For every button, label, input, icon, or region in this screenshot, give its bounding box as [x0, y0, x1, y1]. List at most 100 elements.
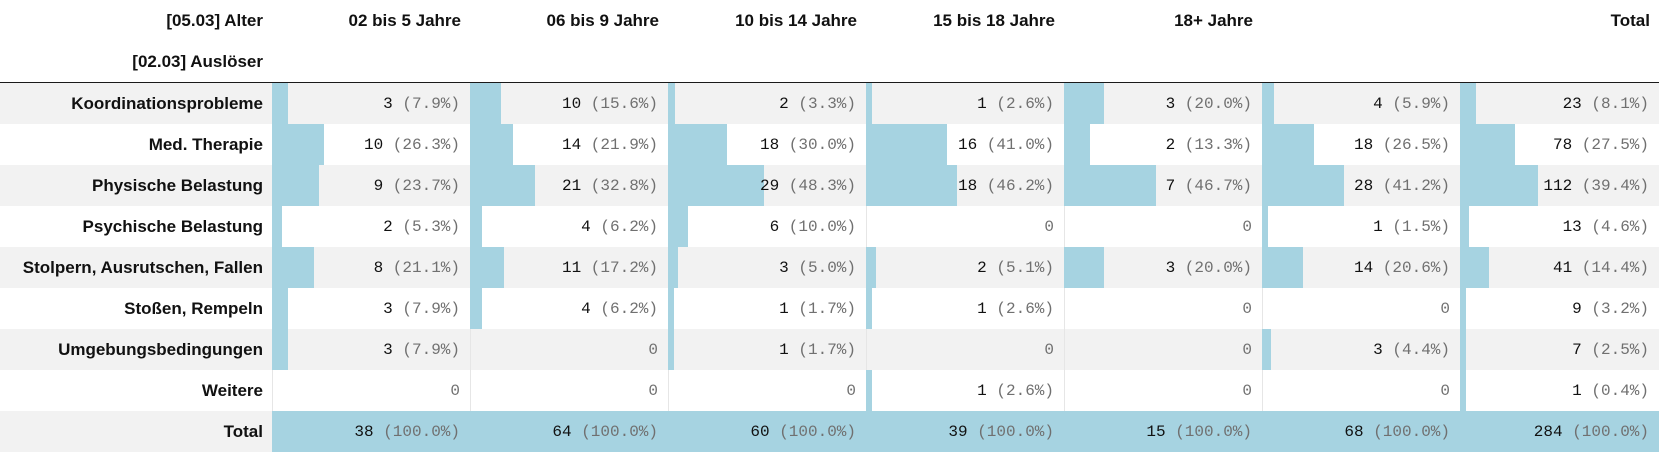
- cell-value: 2 (13.3%): [1166, 124, 1252, 165]
- header-blank: [272, 42, 470, 83]
- cell-percent-bar: [470, 83, 501, 124]
- cell-value: 2 (5.3%): [383, 206, 460, 247]
- cell-percent-bar: [668, 288, 674, 329]
- cell-percent: (2.5%): [1591, 340, 1649, 359]
- table-cell: 2 (5.1%): [866, 247, 1064, 288]
- cell-count: 3: [1165, 94, 1176, 113]
- table-cell: 1 (1.7%): [668, 329, 866, 370]
- cell-percent-bar: [1460, 83, 1477, 124]
- cell-percent: (5.9%): [1392, 94, 1450, 113]
- row-label: Psychische Belastung: [82, 216, 263, 236]
- table-cell: 1 (1.7%): [668, 288, 866, 329]
- cell-percent: (46.7%): [1184, 176, 1252, 195]
- cell-count: 11: [561, 258, 582, 277]
- cell-percent-bar: [1460, 329, 1466, 370]
- cell-percent-bar: [470, 288, 483, 329]
- cell-value: 11 (17.2%): [562, 247, 658, 288]
- table-row: Stoßen, Rempeln 3 (7.9%) 4 (6.2%) 1 (1.7%) 1…: [0, 288, 1659, 329]
- cell-value: 41 (14.4%): [1553, 247, 1649, 288]
- row-label: Physische Belastung: [0, 165, 272, 206]
- table-cell: 23 (8.1%): [1460, 82, 1659, 124]
- table-cell: 0: [272, 370, 470, 411]
- cell-value: 1 (1.7%): [779, 329, 856, 370]
- cell-count: 0: [648, 340, 658, 359]
- cell-value: 7 (46.7%): [1166, 165, 1252, 206]
- cell-value: 60 (100.0%): [750, 411, 856, 452]
- column-header: [1262, 0, 1460, 42]
- table-cell: 6 (10.0%): [668, 206, 866, 247]
- cell-count: 14: [561, 135, 582, 154]
- cell-percent: (1.7%): [798, 299, 856, 318]
- cell-value: 3 (7.9%): [383, 83, 460, 124]
- cell-percent: (13.3%): [1184, 135, 1252, 154]
- cell-count: 39: [948, 422, 968, 441]
- table-cell: 0: [1262, 288, 1460, 329]
- table-cell: 14 (21.9%): [470, 124, 668, 165]
- cell-percent: (7.9%): [402, 94, 460, 113]
- cell-percent-bar: [668, 124, 728, 165]
- cell-percent-bar: [1460, 370, 1466, 411]
- cell-count: 1: [977, 381, 987, 400]
- table-cell: 41 (14.4%): [1460, 247, 1659, 288]
- cell-value: 1 (1.5%): [1373, 206, 1450, 247]
- table-cell: 60 (100.0%): [668, 411, 866, 452]
- cell-count: 0: [1242, 299, 1252, 318]
- cell-percent-bar: [1064, 165, 1157, 206]
- cell-percent-bar: [272, 247, 314, 288]
- cell-count: 64: [552, 422, 572, 441]
- table-cell: 7 (2.5%): [1460, 329, 1659, 370]
- cell-value: 3 (7.9%): [383, 329, 460, 370]
- table-cell: 3 (5.0%): [668, 247, 866, 288]
- cell-percent: (20.6%): [1382, 258, 1450, 277]
- cell-value: 1 (2.6%): [977, 83, 1054, 124]
- cell-percent: (26.3%): [392, 135, 460, 154]
- table-cell: 1 (0.4%): [1460, 370, 1659, 411]
- cell-value: 38 (100.0%): [354, 411, 460, 452]
- cell-value: 4 (6.2%): [581, 288, 658, 329]
- table-cell: 0: [470, 329, 668, 370]
- table-cell: 16 (41.0%): [866, 124, 1064, 165]
- cell-percent: (5.0%): [798, 258, 856, 277]
- cell-count: 3: [383, 299, 393, 318]
- cell-count: 8: [373, 258, 384, 277]
- cell-divider: [1262, 288, 1263, 329]
- cell-percent: (7.9%): [402, 340, 460, 359]
- cell-percent: (100.0%): [977, 422, 1054, 441]
- cell-percent-bar: [1262, 247, 1303, 288]
- table-cell: 3 (20.0%): [1064, 82, 1262, 124]
- cell-count: 10: [561, 94, 582, 113]
- cell-value: 1 (2.6%): [977, 288, 1054, 329]
- table-cell: 8 (21.1%): [272, 247, 470, 288]
- cell-count: 3: [1165, 258, 1176, 277]
- table-cell: 3 (7.9%): [272, 288, 470, 329]
- table-cell: 9 (23.7%): [272, 165, 470, 206]
- cell-percent: (39.4%): [1581, 176, 1649, 195]
- cell-value: 0: [450, 370, 460, 411]
- table-cell: 1 (2.6%): [866, 370, 1064, 411]
- table-cell: 0: [1064, 206, 1262, 247]
- cell-count: 1: [977, 299, 987, 318]
- table-cell: 9 (3.2%): [1460, 288, 1659, 329]
- table-row: Physische Belastung 9 (23.7%) 21 (32.8%) 29…: [0, 165, 1659, 206]
- cell-percent: (100.0%): [1373, 422, 1450, 441]
- cell-percent-bar: [866, 288, 872, 329]
- cell-value: 78 (27.5%): [1553, 124, 1649, 165]
- cell-count: 60: [750, 422, 770, 441]
- cell-percent-bar: [272, 329, 288, 370]
- cell-count: 3: [383, 340, 393, 359]
- cell-value: 9 (23.7%): [374, 165, 460, 206]
- cell-percent-bar: [1460, 206, 1470, 247]
- table-cell: 39 (100.0%): [866, 411, 1064, 452]
- cell-percent-bar: [272, 288, 288, 329]
- cell-value: 15 (100.0%): [1146, 411, 1252, 452]
- cell-percent-bar: [668, 165, 764, 206]
- cell-percent: (3.3%): [798, 94, 856, 113]
- table-cell: 10 (26.3%): [272, 124, 470, 165]
- cell-percent-bar: [272, 165, 319, 206]
- cell-divider: [866, 206, 867, 247]
- table-cell: 29 (48.3%): [668, 165, 866, 206]
- table-cell: 68 (100.0%): [1262, 411, 1460, 452]
- table-cell: 4 (6.2%): [470, 288, 668, 329]
- cell-percent-bar: [1064, 83, 1104, 124]
- cell-percent: (1.7%): [798, 340, 856, 359]
